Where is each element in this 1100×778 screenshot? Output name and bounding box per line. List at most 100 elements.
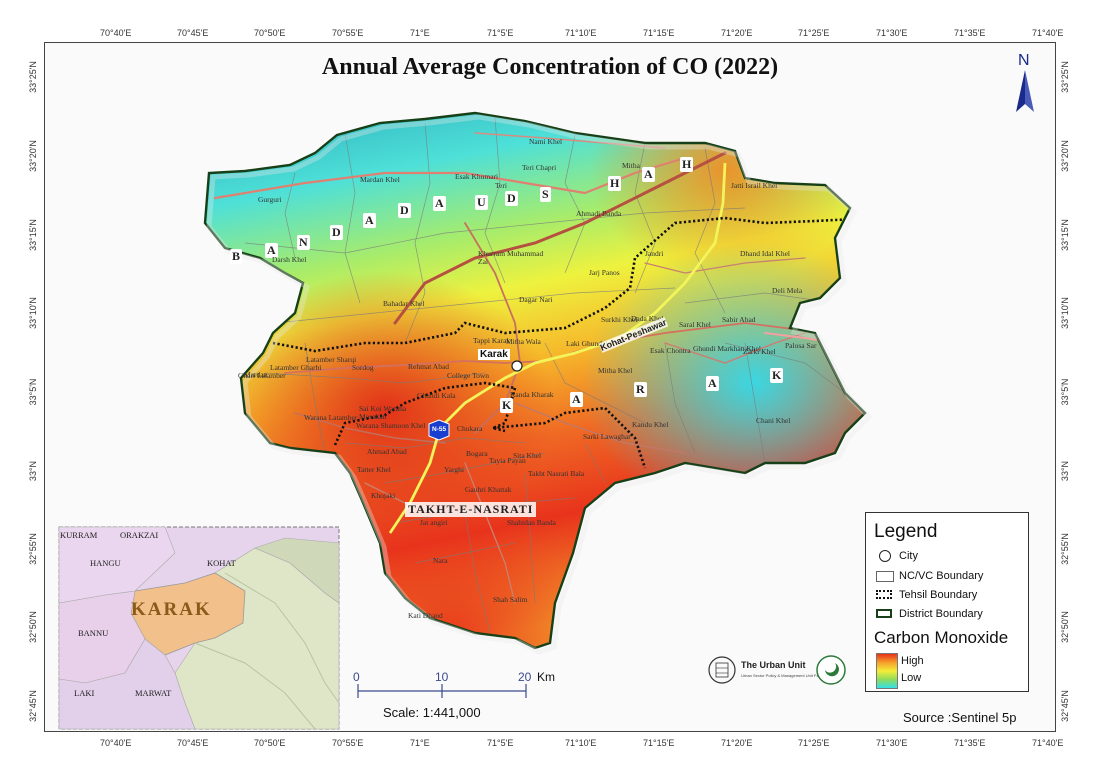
inset-map (58, 526, 340, 730)
place-label: Sai Koi Warana Mosakan (359, 404, 407, 421)
map-title: Annual Average Concentration of CO (2022… (321, 54, 779, 80)
lon-label-bottom: 70°45'E (177, 738, 209, 748)
place-label: Mardan Khel (360, 175, 400, 184)
lon-label-bottom: 71°35'E (954, 738, 986, 748)
place-label: Jarj Panos (589, 268, 620, 277)
city-marker-karak[interactable] (511, 360, 523, 372)
tehsil-letter-banda-daud-shah: B (230, 249, 243, 264)
place-label: Jat angiri (420, 518, 448, 527)
district-boundary-icon (876, 609, 894, 619)
place-label: Teri (495, 181, 507, 190)
legend-title: Legend (874, 521, 938, 542)
lat-label-left: 33°20'N (28, 140, 38, 172)
legend-item-ncvc: NC/VC Boundary (876, 570, 983, 582)
place-label: Takht Nasrati Bala (528, 469, 585, 478)
place-label: Chukara (457, 424, 483, 433)
lon-label-top: 71°5'E (487, 28, 514, 38)
tehsil-letter-banda-daud-shah: A (433, 196, 446, 211)
lat-label-left: 33°15'N (28, 219, 38, 251)
place-label: Ahmadi Banda (576, 209, 622, 218)
lat-label-left: 33°N (28, 460, 38, 482)
lon-label-top: 70°50'E (254, 28, 286, 38)
tehsil-letter-banda-daud-shah: A (265, 243, 278, 258)
north-arrow: N (1010, 52, 1040, 114)
lon-label-top: 71°35'E (954, 28, 986, 38)
place-label: Ahmad Abad (367, 447, 407, 456)
lon-label-bottom: 71°40'E (1032, 738, 1064, 748)
lon-label-top: 71°10'E (565, 28, 597, 38)
tehsil-letter-banda-daud-shah: A (642, 167, 655, 182)
tehsil-letter-banda-daud-shah: D (330, 225, 343, 240)
place-label: Mitha Khel (598, 366, 633, 375)
lon-label-bottom: 71°20'E (721, 738, 753, 748)
lon-label-top: 71°40'E (1032, 28, 1064, 38)
lat-label-right: 32°50'N (1060, 611, 1070, 643)
place-label: Sarki Lawaghar (583, 432, 631, 441)
place-label: Tayia Payan (489, 456, 526, 465)
legend-item-district: District Boundary (876, 608, 983, 620)
source-note: Source :Sentinel 5p (903, 710, 1017, 725)
legend-item-tehsil: Tehsil Boundary (876, 589, 977, 601)
place-label: Sabir Abad (722, 315, 756, 324)
lon-label-top: 70°40'E (100, 28, 132, 38)
lat-label-left: 32°45'N (28, 690, 38, 722)
scale-tick-10: 10 (435, 670, 449, 684)
place-label: Sita Khel (513, 451, 542, 460)
place-label: Saral Khel (679, 320, 711, 329)
lat-label-right: 32°45'N (1060, 690, 1070, 722)
place-label: Dagar Nari (519, 295, 553, 304)
place-label: Shahidan Banda (507, 518, 556, 527)
lat-label-right: 33°20'N (1060, 140, 1070, 172)
place-label: Palosa Sar (785, 341, 817, 350)
place-label: Yarghi (444, 465, 464, 474)
north-label: N (1018, 52, 1030, 69)
place-label: Kandu Khel (632, 420, 669, 429)
lat-label-left: 33°5'N (28, 378, 38, 406)
lon-label-bottom: 70°40'E (100, 738, 132, 748)
lon-label-bottom: 70°55'E (332, 738, 364, 748)
tehsil-letter-banda-daud-shah: A (363, 213, 376, 228)
place-label: Teri Chapri (522, 163, 557, 172)
tehsil-letter-banda-daud-shah: S (540, 187, 551, 202)
map-canvas[interactable] (45, 43, 1056, 732)
lat-label-left: 32°55'N (28, 533, 38, 565)
tehsil-letter-karak: K (500, 398, 514, 413)
inset-district-label: MARWAT (135, 688, 172, 698)
legend-item-city: City (876, 550, 918, 562)
map-frame (44, 42, 1056, 732)
tehsil-boundary-icon (876, 590, 894, 600)
place-label: Sordog (352, 363, 374, 372)
city-label: Karak (478, 349, 510, 360)
place-label: Ghundi Kala (417, 391, 456, 400)
place-label: Nara (433, 556, 448, 565)
lat-label-right: 32°55'N (1060, 533, 1070, 565)
scale-unit: Km (537, 670, 555, 684)
place-label: Surkhi Khel (601, 315, 638, 324)
north-arrow-icon (1016, 70, 1034, 112)
punjab-emblem-icon (816, 655, 846, 685)
place-label: Jandri (645, 249, 664, 258)
place-label: Esak Chontra (650, 346, 691, 355)
place-label: Shah Salim (493, 595, 528, 604)
inset-district-label: KURRAM (60, 530, 98, 540)
ramp-high-label: High (901, 655, 924, 667)
place-label: Mitha Wala (506, 337, 541, 346)
ncvc-boundary-icon (876, 571, 894, 582)
place-label: Mardan (244, 370, 268, 379)
place-label: Deli Mela (772, 286, 803, 295)
scale-bar (357, 684, 527, 698)
place-label: Gauhri Khattak (465, 485, 512, 494)
scale-tick-0: 0 (353, 670, 360, 684)
place-label: Dhand Idal Khel (740, 249, 790, 258)
lon-label-top: 71°20'E (721, 28, 753, 38)
place-label: College Town (447, 371, 490, 380)
lat-label-left: 32°50'N (28, 611, 38, 643)
place-label: Bahadar Khel (383, 299, 425, 308)
inset-district-label: KOHAT (207, 558, 236, 568)
highway-badge (428, 419, 450, 441)
urban-unit-subtitle: Urban Sector Policy & Management Unit P&… (741, 673, 833, 678)
place-label: Esak Khumari (455, 172, 499, 181)
place-label: Tatter Khel (357, 465, 391, 474)
tehsil-letter-banda-daud-shah: H (608, 176, 622, 191)
inset-title: KARAK (131, 599, 212, 620)
